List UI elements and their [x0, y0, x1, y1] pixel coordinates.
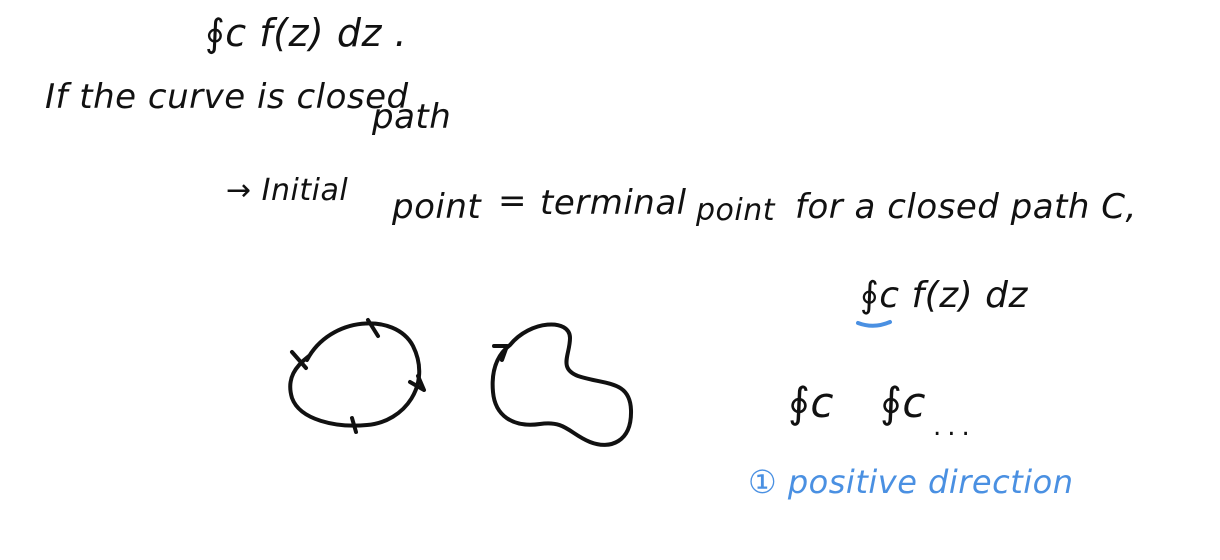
equals-sign: =: [498, 181, 527, 221]
contour-integral-heading: ∮c f(z) dz .: [205, 11, 408, 55]
closed-curve-statement: If the curve is closed: [45, 77, 409, 117]
path-word: path: [372, 97, 452, 137]
contour-integral-symbol-1: ∮c: [788, 378, 834, 427]
closed-path-c-text: for a closed path C,: [795, 187, 1137, 227]
initial-label: → Initial: [226, 173, 349, 208]
contour-integral-symbol-2: ∮c: [880, 378, 926, 427]
closed-circle-arrow-icon: [288, 318, 426, 434]
ellipsis: ...: [933, 412, 976, 442]
closed-blob-arrow-icon: [490, 322, 634, 447]
terminal-point-word: point: [696, 193, 776, 228]
blue-underline: [856, 320, 892, 328]
terminal-word: terminal: [540, 183, 687, 223]
point-word: point: [392, 187, 482, 227]
contour-integral-underlined: ∮c f(z) dz: [860, 275, 1028, 316]
positive-direction-note: ① positive direction: [748, 463, 1074, 501]
